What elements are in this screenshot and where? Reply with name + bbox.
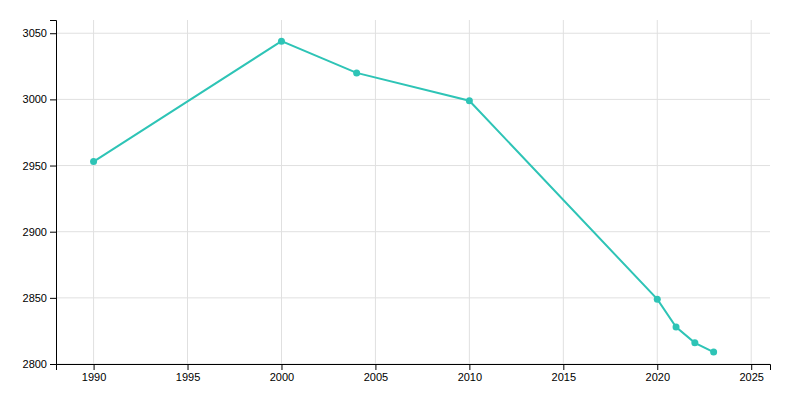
grid-line-y: [56, 165, 770, 166]
x-tick-label: 2025: [739, 371, 763, 383]
point: [466, 97, 473, 104]
y-tick-label: 3000: [23, 93, 47, 105]
point: [353, 69, 360, 76]
y-tick: 2900: [23, 226, 56, 238]
x-tick-mark: [469, 364, 470, 370]
x-tick-mark: [657, 364, 658, 370]
x-tick-label: 2015: [552, 371, 576, 383]
x-axis: 1990 1995 2000 2005 2010 2015 2020 2025: [57, 364, 771, 383]
x-tick-label: 2005: [364, 371, 388, 383]
y-tick-label: 2850: [23, 292, 47, 304]
grid-line-y: [56, 231, 770, 232]
x-tick-label: 1995: [176, 371, 200, 383]
y-tick-label: 3050: [23, 27, 47, 39]
x-tick: 2015: [552, 364, 576, 383]
y-tick-mark: [50, 232, 56, 233]
x-tick: 2005: [364, 364, 388, 383]
x-tick-mark: [188, 364, 189, 370]
point: [691, 339, 698, 346]
x-tick-label: 1990: [82, 371, 106, 383]
x-tick-mark: [563, 364, 564, 370]
y-tick-mark: [50, 33, 56, 34]
x-axis-line: [57, 365, 771, 371]
grid-line-x: [187, 20, 188, 364]
y-tick-mark: [50, 99, 56, 100]
x-tick: 1995: [176, 364, 200, 383]
y-tick-mark: [50, 298, 56, 299]
grid-line-y: [56, 99, 770, 100]
y-tick-label: 2950: [23, 160, 47, 172]
x-tick: 2000: [270, 364, 294, 383]
x-tick-mark: [751, 364, 752, 370]
y-tick: 2950: [23, 160, 56, 172]
y-tick-label: 2900: [23, 226, 47, 238]
y-tick: 2850: [23, 292, 56, 304]
chart: 1990 1995 2000 2005 2010 2015 2020 2025 2800 2850…: [0, 0, 800, 400]
y-tick-label: 2800: [23, 358, 47, 370]
x-tick: 2010: [458, 364, 482, 383]
grid-line-x: [657, 20, 658, 364]
y-tick: 3050: [23, 27, 56, 39]
grid-line-x: [281, 20, 282, 364]
point: [710, 349, 717, 356]
y-axis-line: [50, 21, 57, 365]
x-tick-mark: [281, 364, 282, 370]
x-tick-label: 2010: [458, 371, 482, 383]
y-tick-mark: [50, 166, 56, 167]
grid-line-y: [56, 297, 770, 298]
point: [90, 158, 97, 165]
line: [94, 41, 714, 352]
y-axis: 2800 2850 2900 2950 3000 3050: [23, 21, 57, 371]
grid-line-x: [563, 20, 564, 364]
plot: 1990 1995 2000 2005 2010 2015 2020 2025 2800 2850…: [23, 20, 771, 383]
point: [673, 323, 680, 330]
series: [90, 38, 717, 356]
x-tick: 2025: [739, 364, 763, 383]
grid-line-x: [93, 20, 94, 364]
y-tick: 2800: [23, 358, 56, 370]
point: [654, 296, 661, 303]
grid-line-y: [56, 33, 770, 34]
x-tick-mark: [94, 364, 95, 370]
x-tick-label: 2020: [646, 371, 670, 383]
x-tick-mark: [375, 364, 376, 370]
x-tick: 1990: [82, 364, 106, 383]
point: [278, 38, 285, 45]
grid-line-x: [375, 20, 376, 364]
x-tick: 2020: [646, 364, 670, 383]
grid-line-x: [469, 20, 470, 364]
grid-line-x: [751, 20, 752, 364]
y-tick-mark: [50, 364, 56, 365]
grid: [56, 20, 770, 364]
x-tick-label: 2000: [270, 371, 294, 383]
y-tick: 3000: [23, 93, 56, 105]
